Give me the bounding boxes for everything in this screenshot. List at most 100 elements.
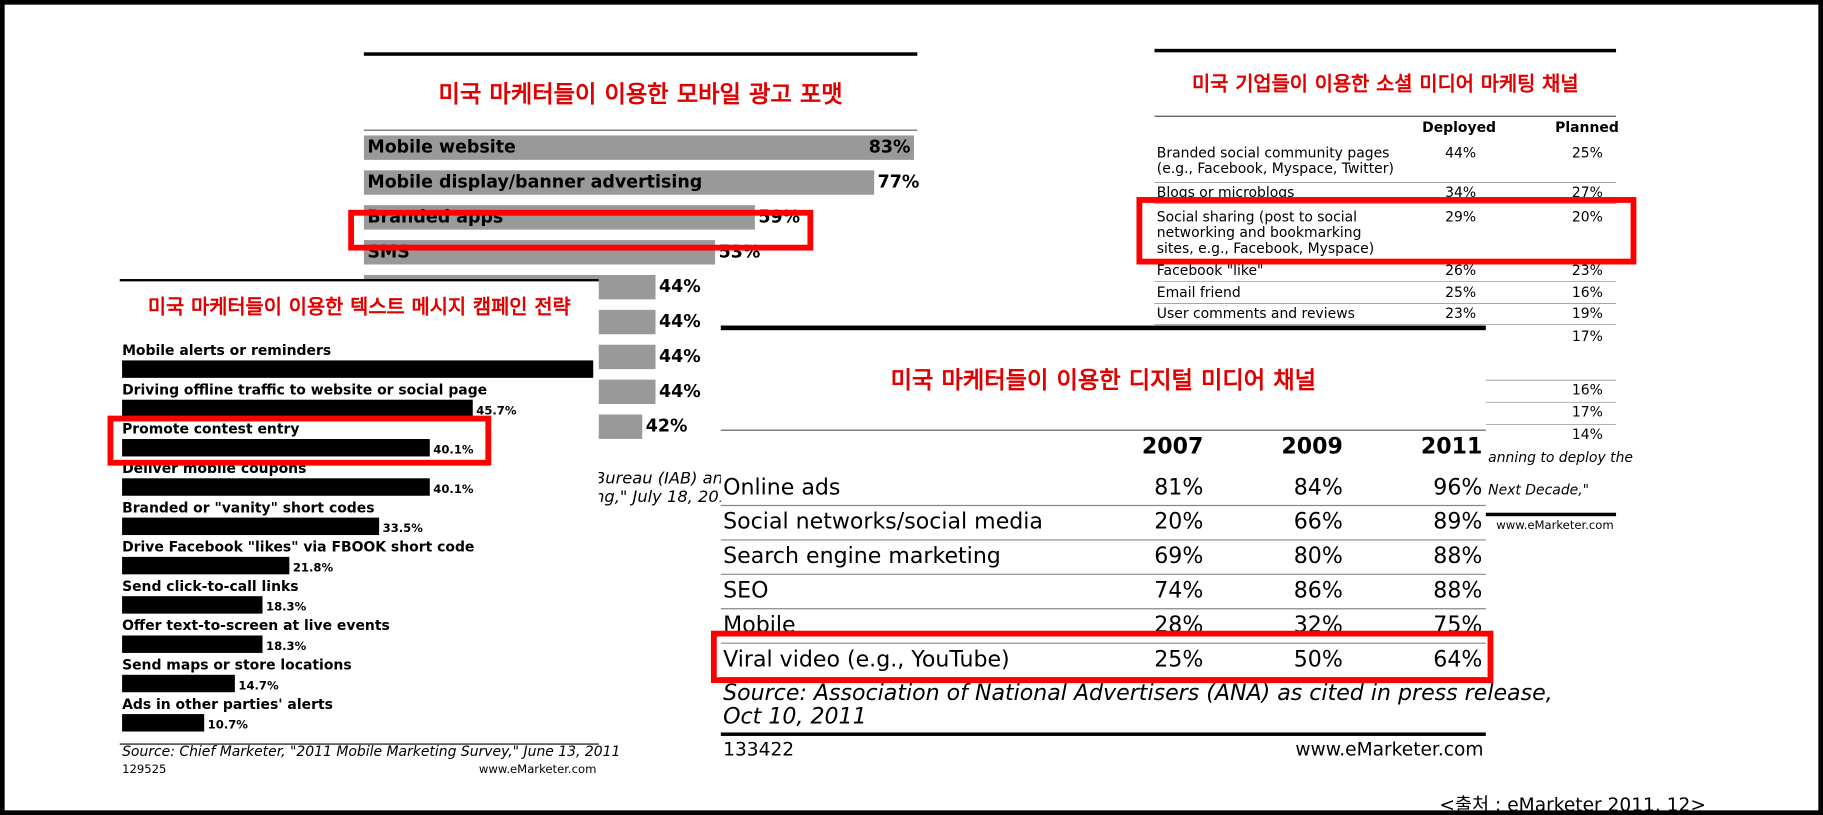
cell: 20%	[1154, 510, 1203, 535]
brand: www.eMarketer.com	[479, 762, 596, 776]
cell: 81%	[1154, 475, 1203, 500]
cell: 23%	[1445, 306, 1476, 322]
brand: www.eMarketer.com	[1295, 739, 1483, 760]
bar	[363, 240, 716, 265]
cell: 29%	[1445, 209, 1476, 225]
cell: 25%	[1572, 145, 1603, 161]
row-label: Branded social community pages	[1157, 145, 1390, 161]
column-header: Planned	[1555, 120, 1619, 136]
category-label: Ads in other parties' alerts	[122, 697, 333, 713]
row-label: (e.g., Facebook, Myspace, Twitter)	[1157, 161, 1394, 177]
cell: 27%	[1572, 185, 1603, 201]
bar	[122, 635, 263, 653]
cell: 88%	[1433, 579, 1482, 604]
panel-title: 미국 마케터들이 이용한 디지털 미디어 채널	[891, 367, 1317, 394]
column-header: 2009	[1281, 435, 1342, 460]
cell: 17%	[1572, 405, 1603, 421]
row-label: sites, e.g., Facebook, Myspace)	[1157, 241, 1374, 257]
cell: 20%	[1572, 209, 1603, 225]
caption: <출처 : eMarketer 2011. 12>	[1439, 795, 1706, 815]
category-label: Offer text-to-screen at live events	[122, 618, 390, 634]
bar	[122, 360, 594, 378]
value-label: 18.3%	[266, 600, 307, 614]
value-label: 44%	[659, 382, 701, 402]
cell: 26%	[1445, 263, 1476, 279]
cell: 16%	[1572, 383, 1603, 399]
value-label: 40.1%	[433, 443, 474, 457]
column-header: Deployed	[1422, 120, 1496, 136]
column-header: 2007	[1142, 435, 1203, 460]
panel-top-rule	[363, 52, 918, 56]
cell: 74%	[1154, 579, 1203, 604]
source: Oct 10, 2011	[723, 704, 867, 729]
row-label: Online ads	[723, 475, 840, 500]
row-label: Facebook "like"	[1157, 263, 1264, 279]
category-label: Promote contest entry	[122, 422, 299, 438]
cell: 69%	[1154, 544, 1203, 569]
value-label: 44%	[659, 277, 701, 297]
category-label: Drive Facebook "likes" via FBOOK short c…	[122, 540, 474, 556]
category-label: Driving offline traffic to website or so…	[122, 382, 487, 398]
cell: 84%	[1294, 475, 1343, 500]
cell: 44%	[1445, 145, 1476, 161]
cell: 19%	[1572, 306, 1603, 322]
cell: 34%	[1445, 185, 1476, 201]
panel-title: 미국 마케터들이 이용한 텍스트 메시지 캠페인 전략	[148, 296, 571, 319]
value-label: 44%	[659, 312, 701, 332]
cell: 23%	[1572, 263, 1603, 279]
cell: 25%	[1154, 647, 1203, 672]
cell: 88%	[1433, 544, 1482, 569]
panel-top-rule	[720, 325, 1486, 331]
cell: 64%	[1433, 647, 1482, 672]
source: Source: Association of National Advertis…	[723, 681, 1553, 706]
bar	[122, 478, 430, 496]
value-label: 10.7%	[208, 718, 249, 732]
row-label: Social sharing (post to social	[1157, 209, 1357, 225]
cell: 25%	[1445, 285, 1476, 301]
row-label: networking and bookmarking	[1157, 225, 1362, 241]
bar	[122, 674, 235, 693]
source: anning to deploy the	[1488, 450, 1633, 466]
row-label: Blogs or microblogs	[1157, 185, 1295, 201]
cell: 66%	[1294, 510, 1343, 535]
value-label: 42%	[646, 417, 688, 437]
category-label: Mobile alerts or reminders	[122, 343, 331, 359]
row-label: Search engine marketing	[723, 544, 1001, 569]
panel-top-rule	[119, 279, 599, 282]
bar	[122, 596, 263, 614]
source: ng," July 18, 2011	[594, 487, 739, 506]
source: Bureau (IAB) and	[594, 469, 734, 488]
chart-id: 133422	[723, 739, 794, 760]
bar	[363, 205, 755, 230]
bar	[363, 170, 875, 195]
source: Source: Chief Marketer, "2011 Mobile Mar…	[122, 744, 620, 760]
category-label: Send click-to-call links	[122, 579, 299, 595]
category-label: Send maps or store locations	[122, 657, 352, 673]
cell: 17%	[1572, 329, 1603, 345]
value-label: 83%	[869, 138, 911, 158]
chart-id: 129525	[122, 762, 166, 776]
bar	[122, 399, 473, 418]
bar	[122, 556, 290, 575]
value-label: 14.7%	[238, 678, 279, 692]
category-label: Mobile display/banner advertising	[367, 173, 702, 193]
highlight-box	[1136, 197, 1637, 265]
panel-title: 미국 기업들이 이용한 소셜 미디어 마케팅 채널	[1192, 72, 1579, 95]
value-label: 44%	[659, 347, 701, 367]
row-label: Social networks/social media	[723, 510, 1043, 535]
row-label: Viral video (e.g., YouTube)	[723, 647, 1010, 672]
bar	[122, 439, 430, 457]
cell: 50%	[1294, 647, 1343, 672]
value-label: 21.8%	[293, 560, 334, 574]
cell: 14%	[1572, 427, 1603, 443]
panel	[720, 325, 1486, 768]
row-label: Email friend	[1157, 285, 1241, 301]
cell: 16%	[1572, 285, 1603, 301]
cell: 96%	[1433, 475, 1482, 500]
value-label: 77%	[878, 173, 920, 193]
column-header: 2011	[1421, 435, 1482, 460]
row-label: User comments and reviews	[1157, 306, 1355, 322]
value-label: 33.5%	[383, 521, 424, 535]
highlight-box	[348, 209, 814, 251]
category-label: Branded or "vanity" short codes	[122, 500, 374, 516]
